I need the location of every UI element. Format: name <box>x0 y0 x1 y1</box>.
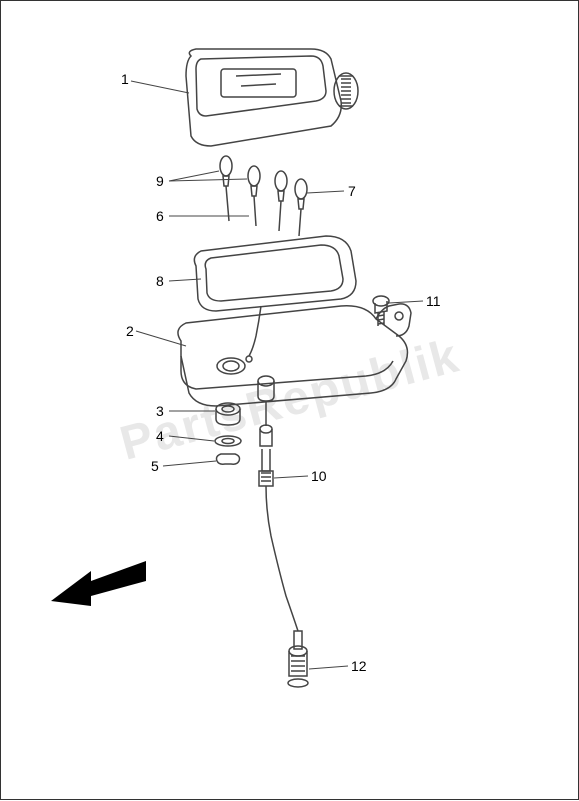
callout-6: 6 <box>156 208 164 224</box>
callout-12: 12 <box>351 658 367 674</box>
diagram-svg <box>1 1 579 801</box>
callout-11: 11 <box>426 293 441 309</box>
callout-3: 3 <box>156 403 164 419</box>
callout-5: 5 <box>151 458 159 474</box>
callout-8: 8 <box>156 273 164 289</box>
callout-10: 10 <box>311 468 327 484</box>
direction-arrow <box>46 546 156 616</box>
callout-2: 2 <box>126 323 134 339</box>
parts-diagram-frame: PartsRepublik <box>0 0 579 800</box>
callout-9: 9 <box>156 173 164 189</box>
callout-7: 7 <box>348 183 356 199</box>
callout-1: 1 <box>121 71 129 87</box>
callout-4: 4 <box>156 428 164 444</box>
